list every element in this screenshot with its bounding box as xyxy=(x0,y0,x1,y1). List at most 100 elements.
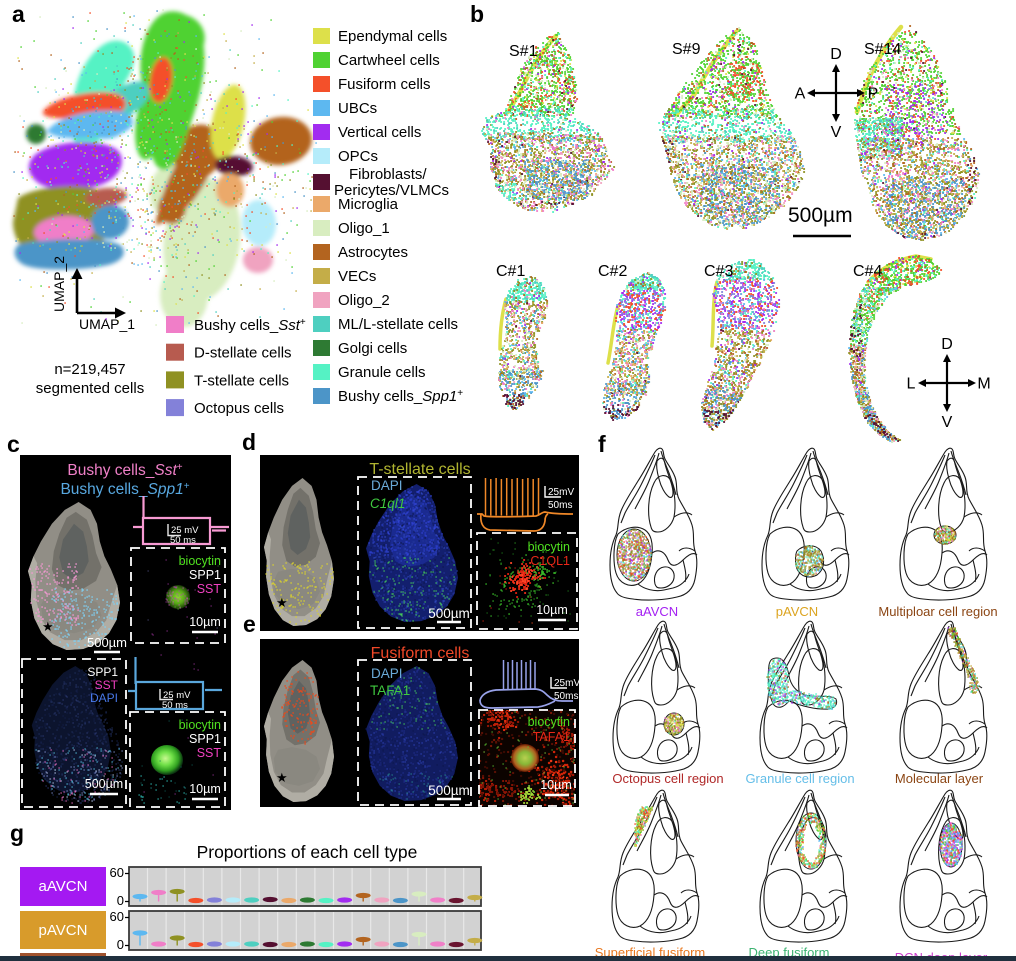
svg-text:★: ★ xyxy=(276,770,288,785)
svg-text:e: e xyxy=(243,611,256,637)
svg-text:500µm: 500µm xyxy=(87,635,127,650)
svg-text:50ms: 50ms xyxy=(554,691,578,702)
svg-text:biocytin: biocytin xyxy=(179,718,221,732)
svg-text:DAPI: DAPI xyxy=(371,478,403,493)
svg-text:Cartwheel cells: Cartwheel cells xyxy=(338,52,440,69)
svg-text:Octopus cells: Octopus cells xyxy=(194,400,284,417)
svg-text:ML/L-stellate cells: ML/L-stellate cells xyxy=(338,316,458,333)
svg-text:SPP1: SPP1 xyxy=(87,665,118,679)
svg-text:DCN deep layer: DCN deep layer xyxy=(895,950,988,961)
svg-text:Bushy cells_Spp1+: Bushy cells_Spp1+ xyxy=(338,388,463,405)
svg-text:D: D xyxy=(830,46,842,63)
svg-text:Granule cell region: Granule cell region xyxy=(745,771,854,786)
svg-text:Bushy cells_Sst+: Bushy cells_Sst+ xyxy=(194,317,306,334)
svg-text:Microglia: Microglia xyxy=(338,196,399,213)
svg-text:60: 60 xyxy=(110,909,124,924)
svg-text:biocytin: biocytin xyxy=(528,540,570,554)
svg-text:a: a xyxy=(12,1,25,27)
svg-text:Molecular layer: Molecular layer xyxy=(895,771,984,786)
svg-text:10µm: 10µm xyxy=(189,615,221,629)
svg-text:10µm: 10µm xyxy=(540,778,572,792)
svg-text:50 ms: 50 ms xyxy=(162,700,188,711)
svg-text:Ependymal cells: Ependymal cells xyxy=(338,28,447,45)
svg-text:OPCs: OPCs xyxy=(338,148,378,165)
svg-text:segmented cells: segmented cells xyxy=(36,380,144,397)
svg-text:10µm: 10µm xyxy=(189,782,221,796)
svg-text:TAFA1: TAFA1 xyxy=(370,683,410,698)
svg-text:d: d xyxy=(242,429,256,455)
svg-text:biocytin: biocytin xyxy=(179,554,221,568)
svg-text:V: V xyxy=(831,124,842,141)
svg-text:A: A xyxy=(795,86,806,103)
svg-text:f: f xyxy=(598,431,606,457)
svg-text:25mV: 25mV xyxy=(548,487,574,498)
svg-text:T-stellate cells: T-stellate cells xyxy=(194,372,289,389)
svg-text:D-stellate cells: D-stellate cells xyxy=(194,345,292,362)
svg-text:25mV: 25mV xyxy=(554,678,580,689)
svg-text:0: 0 xyxy=(117,937,124,952)
svg-text:S#1: S#1 xyxy=(509,43,538,60)
svg-text:n=219,457: n=219,457 xyxy=(54,361,125,378)
svg-text:aAVCN: aAVCN xyxy=(39,878,88,895)
svg-text:Multiploar cell region: Multiploar cell region xyxy=(878,604,997,619)
svg-text:SPP1: SPP1 xyxy=(189,732,221,746)
svg-text:25 mV: 25 mV xyxy=(163,690,191,701)
svg-text:V: V xyxy=(942,414,953,431)
svg-text:Granule cells: Granule cells xyxy=(338,364,426,381)
svg-text:C#3: C#3 xyxy=(704,263,733,280)
svg-text:C#4: C#4 xyxy=(853,263,882,280)
svg-text:SST: SST xyxy=(95,678,119,692)
svg-text:50 ms: 50 ms xyxy=(170,535,196,546)
svg-text:Vertical cells: Vertical cells xyxy=(338,124,421,141)
svg-text:25 mV: 25 mV xyxy=(171,525,199,536)
svg-text:Oligo_1: Oligo_1 xyxy=(338,220,390,237)
svg-text:DAPI: DAPI xyxy=(90,691,118,705)
svg-text:S#14: S#14 xyxy=(864,41,901,58)
svg-text:SPP1: SPP1 xyxy=(189,568,221,582)
svg-text:UMAP_2: UMAP_2 xyxy=(51,256,67,312)
svg-text:10µm: 10µm xyxy=(536,603,568,617)
svg-text:UBCs: UBCs xyxy=(338,100,377,117)
svg-text:UMAP_1: UMAP_1 xyxy=(79,316,135,332)
svg-text:D: D xyxy=(941,336,953,353)
svg-text:c: c xyxy=(7,431,20,457)
svg-text:C1QL1: C1QL1 xyxy=(530,554,570,568)
svg-text:Bushy cells_Spp1+: Bushy cells_Spp1+ xyxy=(60,481,189,498)
svg-text:b: b xyxy=(470,1,484,27)
svg-text:Fusiform cells: Fusiform cells xyxy=(338,76,431,93)
svg-text:Fusiform cells: Fusiform cells xyxy=(371,645,470,662)
svg-text:500µm: 500µm xyxy=(428,783,470,798)
svg-text:g: g xyxy=(10,820,24,846)
svg-text:L: L xyxy=(907,376,916,393)
svg-text:0: 0 xyxy=(117,893,124,908)
svg-text:★: ★ xyxy=(42,619,54,634)
svg-text:SST: SST xyxy=(197,582,222,596)
svg-text:Pericytes/VLMCs: Pericytes/VLMCs xyxy=(334,182,449,199)
svg-text:C#1: C#1 xyxy=(496,263,525,280)
svg-text:TAFA1: TAFA1 xyxy=(533,730,570,744)
svg-text:★: ★ xyxy=(276,595,288,610)
svg-text:Fibroblasts/: Fibroblasts/ xyxy=(349,166,427,183)
svg-text:50ms: 50ms xyxy=(548,500,572,511)
svg-text:500µm: 500µm xyxy=(85,777,123,791)
svg-text:Octopus cell region: Octopus cell region xyxy=(612,771,723,786)
svg-text:C#2: C#2 xyxy=(598,263,627,280)
svg-text:SST: SST xyxy=(197,746,222,760)
svg-text:VECs: VECs xyxy=(338,268,376,285)
svg-text:Golgi cells: Golgi cells xyxy=(338,340,407,357)
svg-text:pAVCN: pAVCN xyxy=(776,604,818,619)
svg-text:Oligo_2: Oligo_2 xyxy=(338,292,390,309)
svg-text:Proportions of each cell type: Proportions of each cell type xyxy=(197,842,418,862)
svg-text:pAVCN: pAVCN xyxy=(39,922,88,939)
svg-text:C1ql1: C1ql1 xyxy=(370,496,405,511)
svg-text:DAPI: DAPI xyxy=(371,666,403,681)
svg-text:Astrocytes: Astrocytes xyxy=(338,244,408,261)
svg-text:aAVCN: aAVCN xyxy=(636,604,678,619)
svg-text:500µm: 500µm xyxy=(428,606,470,621)
svg-text:S#9: S#9 xyxy=(672,41,701,58)
svg-text:biocytin: biocytin xyxy=(528,715,570,729)
svg-text:500µm: 500µm xyxy=(788,204,853,227)
svg-text:P: P xyxy=(868,86,879,103)
svg-text:M: M xyxy=(977,376,990,393)
svg-text:Bushy cells_Sst+: Bushy cells_Sst+ xyxy=(67,462,182,479)
